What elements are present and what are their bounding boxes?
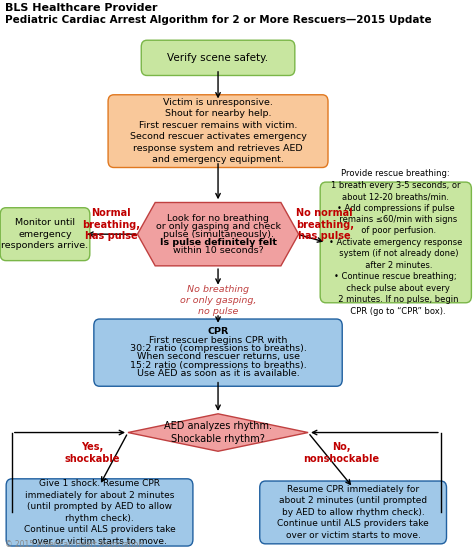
FancyBboxPatch shape — [6, 479, 193, 546]
Text: Yes,
shockable: Yes, shockable — [64, 442, 120, 464]
Text: Use AED as soon as it is available.: Use AED as soon as it is available. — [137, 369, 300, 378]
FancyBboxPatch shape — [94, 319, 342, 386]
Text: Pediatric Cardiac Arrest Algorithm for 2 or More Rescuers—2015 Update: Pediatric Cardiac Arrest Algorithm for 2… — [5, 15, 431, 25]
Text: Victim is unresponsive.
Shout for nearby help.
First rescuer remains with victim: Victim is unresponsive. Shout for nearby… — [129, 98, 307, 164]
FancyBboxPatch shape — [141, 40, 295, 75]
Text: Verify scene safety.: Verify scene safety. — [167, 53, 269, 63]
Text: AED analyzes rhythm.
Shockable rhythm?: AED analyzes rhythm. Shockable rhythm? — [164, 422, 272, 444]
FancyBboxPatch shape — [260, 481, 447, 544]
Polygon shape — [128, 414, 308, 451]
Text: No normal
breathing,
has pulse: No normal breathing, has pulse — [296, 208, 354, 241]
Text: pulse (simultaneously).: pulse (simultaneously). — [163, 230, 273, 239]
FancyBboxPatch shape — [320, 182, 471, 303]
FancyBboxPatch shape — [108, 95, 328, 168]
Text: or only gasping and check: or only gasping and check — [155, 222, 281, 231]
Text: No breathing
or only gasping,
no pulse: No breathing or only gasping, no pulse — [180, 285, 256, 316]
Text: When second rescuer returns, use: When second rescuer returns, use — [137, 352, 300, 361]
Text: Look for no breathing: Look for no breathing — [167, 214, 269, 223]
Text: CPR: CPR — [208, 327, 228, 336]
Text: 30:2 ratio (compressions to breaths).: 30:2 ratio (compressions to breaths). — [129, 344, 307, 353]
Text: Monitor until
emergency
responders arrive.: Monitor until emergency responders arriv… — [1, 218, 89, 250]
Text: Normal
breathing,
has pulse: Normal breathing, has pulse — [82, 208, 140, 241]
Text: 15:2 ratio (compressions to breaths).: 15:2 ratio (compressions to breaths). — [130, 360, 306, 370]
Text: No,
nonshockable: No, nonshockable — [303, 442, 379, 464]
Text: Resume CPR immediately for
about 2 minutes (until prompted
by AED to allow rhyth: Resume CPR immediately for about 2 minut… — [277, 485, 429, 540]
Text: Give 1 shock. Resume CPR
immediately for about 2 minutes
(until prompted by AED : Give 1 shock. Resume CPR immediately for… — [24, 479, 175, 545]
Text: BLS Healthcare Provider: BLS Healthcare Provider — [5, 3, 157, 13]
Text: within 10 seconds?: within 10 seconds? — [173, 246, 264, 255]
Polygon shape — [137, 203, 299, 266]
Text: Is pulse definitely felt: Is pulse definitely felt — [160, 238, 276, 247]
Text: Provide rescue breathing:
1 breath every 3-5 seconds, or
about 12-20 breaths/min: Provide rescue breathing: 1 breath every… — [329, 169, 463, 316]
FancyBboxPatch shape — [0, 208, 90, 261]
Text: First rescuer begins CPR with: First rescuer begins CPR with — [149, 336, 287, 345]
Text: © 2015 American Heart Association: © 2015 American Heart Association — [5, 541, 143, 549]
